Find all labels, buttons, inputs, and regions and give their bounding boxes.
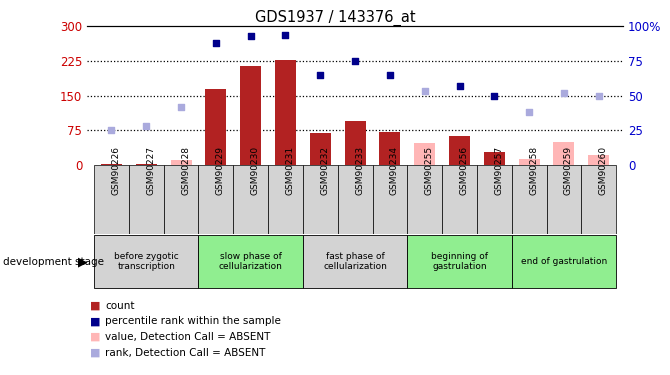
Text: beginning of
gastrulation: beginning of gastrulation: [431, 252, 488, 271]
Text: GDS1937 / 143376_at: GDS1937 / 143376_at: [255, 9, 415, 26]
Text: ■: ■: [90, 301, 101, 310]
Point: [419, 88, 430, 94]
Text: GSM90232: GSM90232: [320, 146, 329, 195]
Point: [210, 40, 221, 46]
Text: GSM90234: GSM90234: [390, 146, 399, 195]
Bar: [519, 159, 539, 165]
Text: GSM90256: GSM90256: [460, 146, 468, 195]
Bar: [198, 165, 233, 234]
Text: count: count: [105, 301, 135, 310]
Bar: [136, 164, 157, 165]
Bar: [442, 165, 477, 234]
Text: GSM90230: GSM90230: [251, 146, 260, 195]
Text: end of gastrulation: end of gastrulation: [521, 257, 607, 266]
Bar: [275, 60, 296, 165]
Bar: [338, 165, 373, 234]
Bar: [171, 161, 192, 165]
Text: GSM90260: GSM90260: [599, 146, 608, 195]
Point: [106, 127, 117, 133]
Text: GSM90257: GSM90257: [494, 146, 503, 195]
Bar: [512, 165, 547, 234]
Text: GSM90227: GSM90227: [146, 146, 155, 195]
Text: ■: ■: [90, 332, 101, 342]
Text: percentile rank within the sample: percentile rank within the sample: [105, 316, 281, 326]
Bar: [303, 236, 407, 288]
Text: ■: ■: [90, 348, 101, 358]
Point: [559, 90, 570, 96]
Text: rank, Detection Call = ABSENT: rank, Detection Call = ABSENT: [105, 348, 265, 358]
Bar: [344, 121, 366, 165]
Text: GSM90259: GSM90259: [564, 146, 573, 195]
Bar: [163, 165, 198, 234]
Bar: [449, 136, 470, 165]
Bar: [547, 165, 582, 234]
Bar: [129, 165, 163, 234]
Text: GSM90226: GSM90226: [111, 146, 121, 195]
Bar: [484, 152, 505, 165]
Bar: [379, 132, 401, 165]
Point: [176, 104, 186, 110]
Point: [385, 72, 395, 78]
Bar: [310, 133, 331, 165]
Point: [280, 32, 291, 38]
Text: GSM90229: GSM90229: [216, 146, 225, 195]
Point: [315, 72, 326, 78]
Text: before zygotic
transcription: before zygotic transcription: [114, 252, 179, 271]
Bar: [373, 165, 407, 234]
Bar: [407, 236, 512, 288]
Bar: [268, 165, 303, 234]
Bar: [233, 165, 268, 234]
Bar: [414, 143, 435, 165]
Text: GSM90255: GSM90255: [425, 146, 433, 195]
Text: ■: ■: [90, 316, 101, 326]
Bar: [477, 165, 512, 234]
Bar: [512, 236, 616, 288]
Point: [489, 93, 500, 99]
Point: [141, 123, 151, 129]
Bar: [171, 160, 192, 165]
Bar: [206, 89, 226, 165]
Bar: [588, 155, 609, 165]
Text: GSM90258: GSM90258: [529, 146, 538, 195]
Bar: [303, 165, 338, 234]
Text: development stage: development stage: [3, 256, 105, 267]
Text: value, Detection Call = ABSENT: value, Detection Call = ABSENT: [105, 332, 271, 342]
Bar: [94, 165, 129, 234]
Point: [454, 83, 465, 89]
Point: [245, 33, 256, 39]
Text: GSM90233: GSM90233: [355, 146, 364, 195]
Bar: [582, 165, 616, 234]
Bar: [94, 236, 198, 288]
Text: slow phase of
cellularization: slow phase of cellularization: [218, 252, 283, 271]
Bar: [241, 66, 261, 165]
Point: [594, 93, 604, 99]
Text: ▶: ▶: [78, 255, 87, 268]
Point: [350, 58, 360, 64]
Point: [524, 109, 535, 115]
Bar: [101, 164, 122, 165]
Bar: [198, 236, 303, 288]
Text: GSM90228: GSM90228: [181, 146, 190, 195]
Text: GSM90231: GSM90231: [285, 146, 295, 195]
Bar: [407, 165, 442, 234]
Text: fast phase of
cellularization: fast phase of cellularization: [323, 252, 387, 271]
Bar: [553, 142, 574, 165]
